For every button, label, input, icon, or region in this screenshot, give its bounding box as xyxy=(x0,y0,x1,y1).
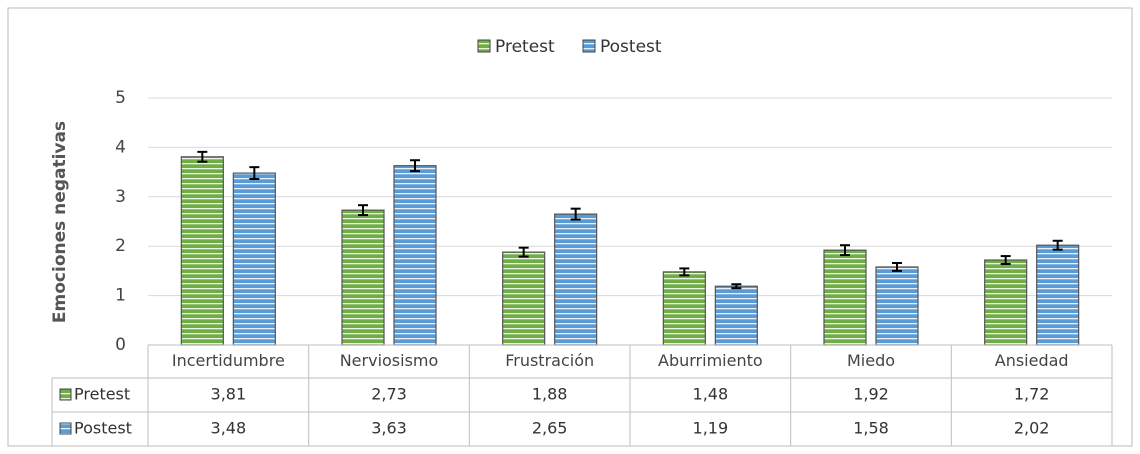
table-series-label: Pretest xyxy=(74,385,130,404)
y-axis-title: Emociones negativas xyxy=(50,121,70,323)
error-bar xyxy=(570,207,581,221)
y-tick-label: 3 xyxy=(115,187,126,207)
table-value: 3,63 xyxy=(371,419,407,438)
table-swatch xyxy=(59,388,72,401)
bar xyxy=(984,259,1028,346)
error-bar xyxy=(1052,239,1063,251)
error-bar xyxy=(679,267,690,277)
bar xyxy=(554,213,598,346)
error-bar xyxy=(518,246,529,258)
bar xyxy=(502,251,546,346)
bar xyxy=(393,165,437,346)
table-value: 1,19 xyxy=(693,419,729,438)
legend-label: Pretest xyxy=(495,37,555,57)
x-tick-label: Aburrimiento xyxy=(658,351,763,370)
error-bar xyxy=(358,204,368,217)
error-bar xyxy=(249,166,260,181)
table-value: 1,92 xyxy=(853,385,889,404)
table-value: 3,81 xyxy=(211,385,247,404)
table-value: 2,73 xyxy=(371,385,407,404)
x-tick-label: Incertidumbre xyxy=(172,351,285,370)
table-series-label: Postest xyxy=(74,419,132,438)
table-value: 2,65 xyxy=(532,419,568,438)
table-value: 1,88 xyxy=(532,385,568,404)
bar xyxy=(662,271,706,346)
y-tick-label: 5 xyxy=(115,88,126,108)
error-bar xyxy=(731,283,742,290)
y-tick-label: 2 xyxy=(115,236,126,256)
error-bar xyxy=(892,261,902,272)
y-tick-label: 4 xyxy=(115,137,126,157)
x-tick-label: Frustración xyxy=(505,351,594,370)
error-bar xyxy=(1000,255,1011,265)
bar xyxy=(1036,244,1080,346)
table-value: 3,48 xyxy=(211,419,247,438)
error-bar xyxy=(410,159,420,173)
x-tick-label: Miedo xyxy=(847,351,895,370)
legend-label: Postest xyxy=(600,37,662,57)
bar xyxy=(232,172,276,346)
table-value: 1,58 xyxy=(853,419,889,438)
y-tick-label: 0 xyxy=(115,335,126,355)
x-tick-label: Nerviosismo xyxy=(340,351,439,370)
y-tick-label: 1 xyxy=(115,286,126,306)
error-bar xyxy=(197,150,208,163)
bar xyxy=(714,285,758,346)
bar xyxy=(180,156,224,346)
table-value: 2,02 xyxy=(1014,419,1050,438)
error-bar xyxy=(840,244,850,257)
bar xyxy=(875,266,919,346)
legend-swatch xyxy=(582,39,596,53)
legend-swatch xyxy=(477,39,491,53)
x-tick-label: Ansiedad xyxy=(995,351,1069,370)
table-value: 1,72 xyxy=(1014,385,1050,404)
bar xyxy=(823,249,867,346)
table-swatch xyxy=(59,422,72,435)
bar xyxy=(341,209,385,346)
table-value: 1,48 xyxy=(693,385,729,404)
